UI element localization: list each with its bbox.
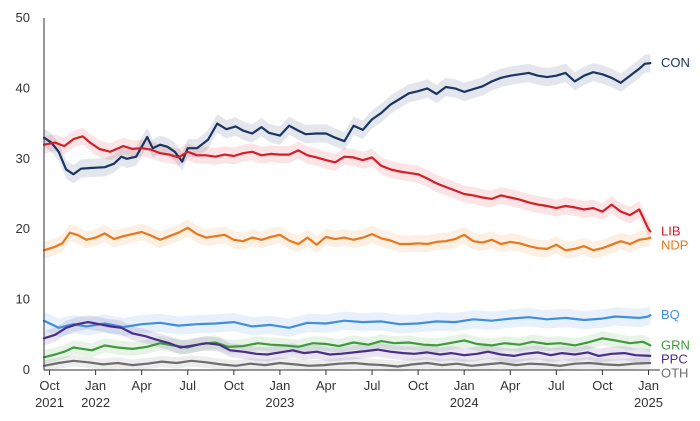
label-oth: OTH — [661, 365, 688, 380]
line-con — [42, 62, 652, 176]
line-bq — [42, 314, 652, 329]
line-oth — [42, 359, 652, 368]
x-tick-label-3: Jul — [179, 378, 196, 393]
x-tick-label-0: Oct — [39, 378, 60, 393]
x-tick-label-12: Oct — [592, 378, 613, 393]
x-tick-label-6: Apr — [316, 378, 337, 393]
x-tick-label-13: Jan — [638, 378, 659, 393]
x-tick-year-5: 2023 — [265, 395, 294, 410]
x-tick-label-1: Jan — [85, 378, 106, 393]
x-tick-label-11: Jul — [548, 378, 565, 393]
x-tick-year-13: 2025 — [634, 395, 663, 410]
x-tick-label-7: Jul — [364, 378, 381, 393]
y-tick-label-20: 20 — [16, 221, 30, 236]
band-con — [44, 53, 651, 184]
label-ndp: NDP — [661, 237, 688, 252]
x-tick-year-1: 2022 — [81, 395, 110, 410]
x-tick-label-4: Oct — [224, 378, 245, 393]
x-tick-label-2: Apr — [132, 378, 153, 393]
label-grn: GRN — [661, 337, 690, 352]
x-tick-year-0: 2021 — [35, 395, 64, 410]
y-tick-label-0: 0 — [23, 362, 30, 377]
x-tick-label-8: Oct — [408, 378, 429, 393]
y-tick-label-40: 40 — [16, 80, 30, 95]
label-lib: LIB — [661, 223, 681, 238]
y-tick-label-10: 10 — [16, 292, 30, 307]
band-grn — [44, 331, 651, 365]
x-tick-year-9: 2024 — [450, 395, 479, 410]
line-lib — [42, 135, 652, 233]
y-axis-ticks: 0 10 20 30 40 50 — [16, 10, 30, 377]
band-ppc — [44, 315, 651, 363]
label-con: CON — [661, 55, 690, 70]
y-tick-label-50: 50 — [16, 10, 30, 25]
x-tick-label-9: Jan — [454, 378, 475, 393]
label-ppc: PPC — [661, 351, 688, 366]
x-tick-label-10: Apr — [500, 378, 521, 393]
series-lines — [42, 62, 652, 368]
label-bq: BQ — [661, 307, 680, 322]
y-tick-label-30: 30 — [16, 151, 30, 166]
x-axis-ticks: Oct 2021 Jan 2022 Apr Jul Oct Jan 2023 Apr Jul Oct J… — [35, 370, 663, 410]
line-ppc — [42, 321, 652, 357]
line-grn — [42, 337, 652, 359]
x-tick-label-5: Jan — [269, 378, 290, 393]
line-ndp — [42, 226, 652, 252]
